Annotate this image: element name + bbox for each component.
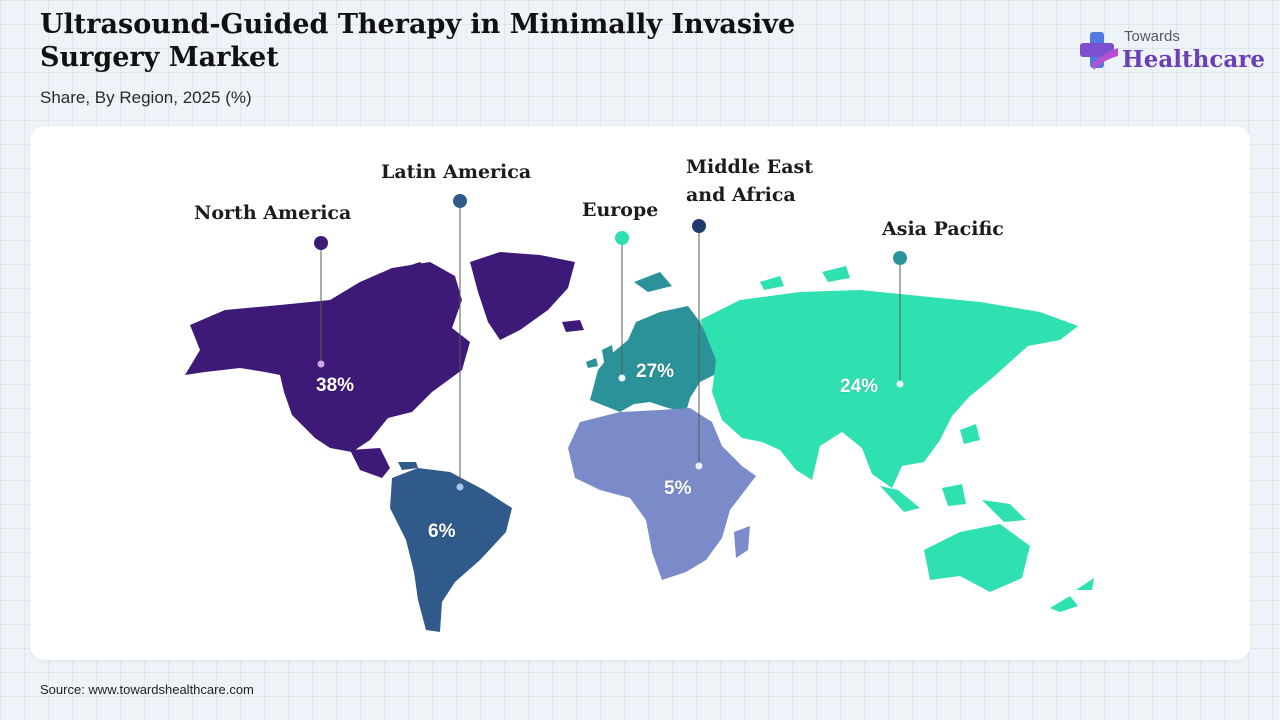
region-asia-pacific[interactable] — [700, 266, 1094, 612]
region-middle-east-africa[interactable] — [568, 408, 756, 580]
region-label-latin-america: Latin America — [381, 161, 532, 183]
logo-text-towards: Towards — [1124, 28, 1180, 45]
value-europe: 27% — [636, 361, 675, 382]
chart-subtitle: Share, By Region, 2025 (%) — [40, 88, 252, 107]
logo-text-healthcare: Healthcare — [1122, 46, 1266, 73]
source-text: Source: www.towardshealthcare.com — [40, 682, 254, 697]
region-label-asia-pacific: Asia Pacific — [882, 218, 1004, 240]
marker-latin-america — [453, 194, 467, 491]
region-label-europe: Europe — [582, 199, 659, 221]
value-asia-pacific: 24% — [840, 376, 879, 397]
brand-logo: Towards Healthcare — [1078, 26, 1265, 80]
marker-asia-pacific — [893, 251, 907, 388]
region-label-north-america: North America — [194, 202, 352, 224]
medical-cross-icon — [1080, 32, 1118, 70]
region-label-middle-east-africa: Middle East and Africa — [686, 156, 814, 206]
value-north-america: 38% — [316, 375, 355, 396]
region-europe[interactable] — [586, 272, 720, 412]
region-north-america[interactable] — [185, 252, 584, 478]
marker-north-america — [314, 236, 328, 368]
value-middle-east-africa: 5% — [664, 478, 692, 499]
marker-middle-east-africa — [692, 219, 706, 470]
chart-title: Ultrasound-Guided Therapy in Minimally I… — [40, 9, 796, 73]
marker-europe — [615, 231, 629, 382]
region-latin-america[interactable] — [390, 462, 512, 632]
value-latin-america: 6% — [428, 521, 456, 542]
